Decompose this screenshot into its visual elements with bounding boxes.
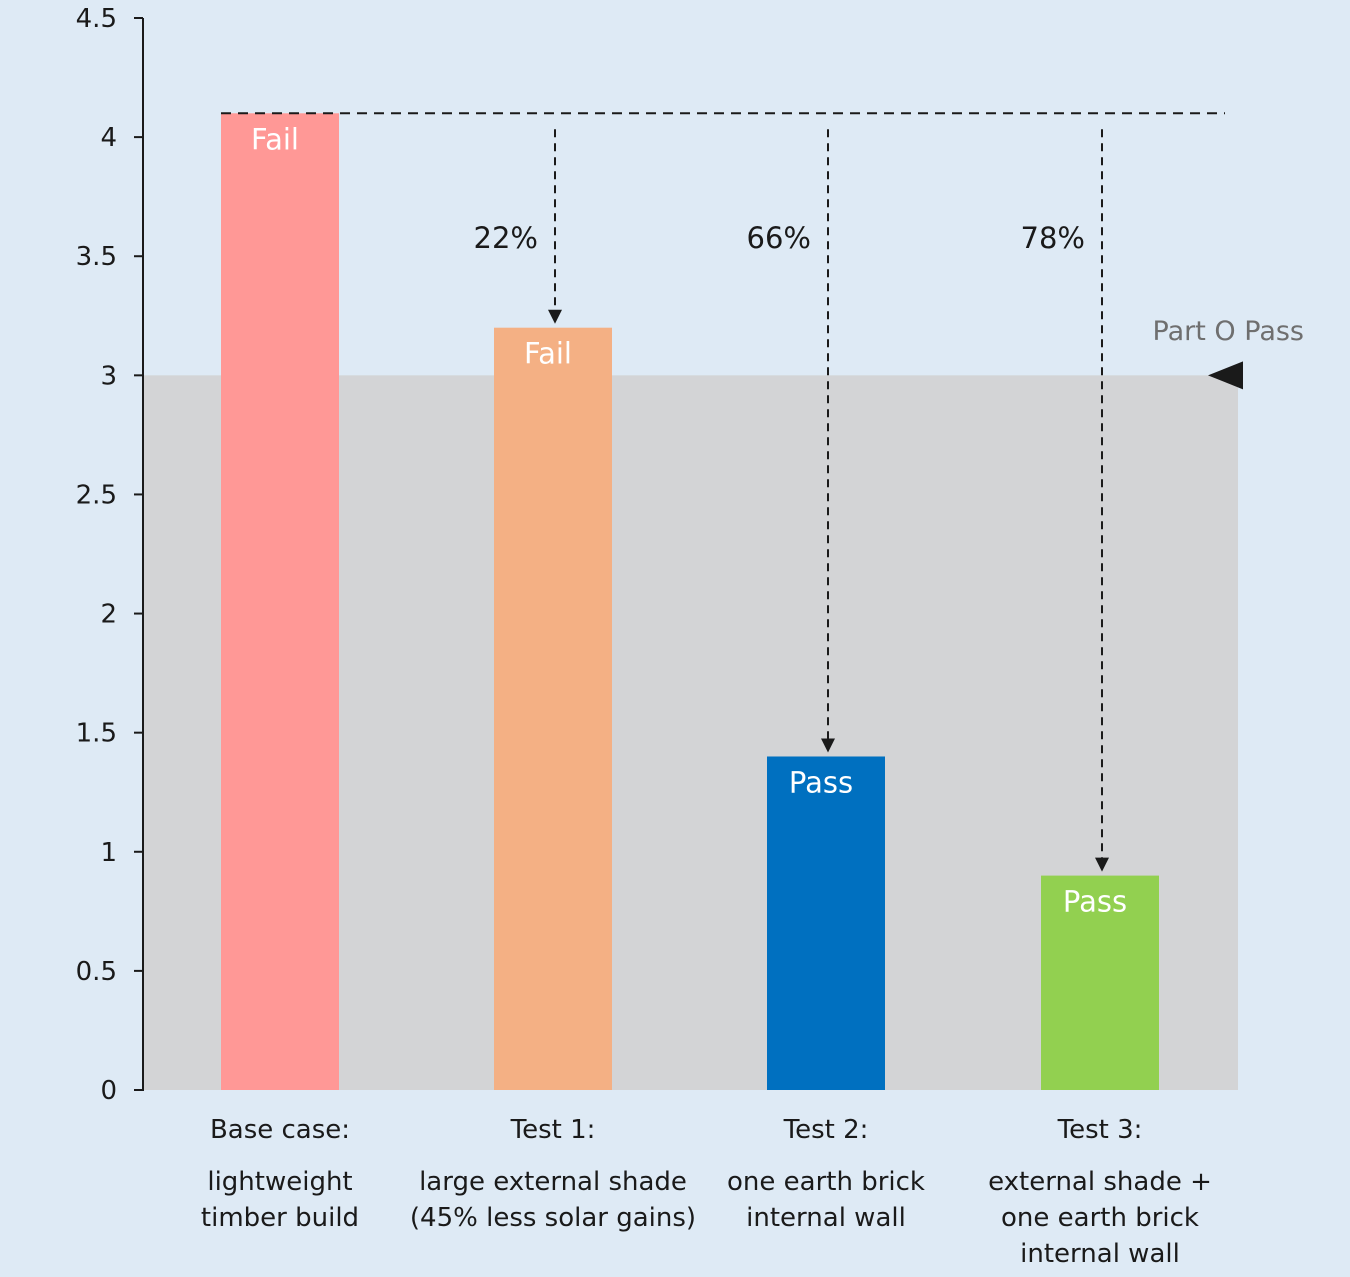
arrow-head-icon <box>548 309 562 324</box>
part-o-pass-label: Part O Pass <box>1153 316 1304 347</box>
arrow-head-icon <box>1095 857 1109 872</box>
category-description-line: large external shade <box>419 1167 687 1197</box>
category-description-line: timber build <box>201 1203 359 1233</box>
category-description-line: lightweight <box>207 1167 352 1197</box>
bar-status-label: Fail <box>251 122 299 156</box>
bars: Fail Fail Pass Pass <box>221 113 1159 1091</box>
reduction-percent-label: 78% <box>1021 221 1085 255</box>
category-labels: Base case: lightweight timber build Test 1:… <box>201 1115 1212 1269</box>
y-tick-label: 2 <box>100 600 117 630</box>
category-label: Base case: <box>210 1115 350 1145</box>
y-tick-label: 4 <box>100 123 117 153</box>
y-tick-label: 2.5 <box>76 480 117 510</box>
y-tick-label: 1.5 <box>76 719 117 749</box>
y-tick-label: 0.5 <box>76 957 117 987</box>
reduction-arrows: 22% 66% 78% <box>474 129 1109 872</box>
bar-0 <box>221 113 339 1091</box>
y-tick-label: 3.5 <box>76 242 117 272</box>
bar-status-label: Fail <box>524 337 572 371</box>
bar-status-label: Pass <box>1063 885 1127 919</box>
y-axis-ticks: 0 0.5 1 1.5 2 2.5 3 3.5 4 4.5 <box>76 4 143 1106</box>
category-description-line: one earth brick <box>727 1167 925 1197</box>
category-description-line: external shade + <box>988 1167 1212 1197</box>
category-description-line: internal wall <box>746 1203 906 1233</box>
y-tick-label: 4.5 <box>76 4 117 34</box>
category-description-line: (45% less solar gains) <box>410 1203 696 1233</box>
reduction-percent-label: 66% <box>747 221 811 255</box>
category-label: Test 3: <box>1057 1115 1143 1145</box>
category-label: Test 1: <box>510 1115 596 1145</box>
bar-2 <box>767 756 885 1090</box>
pass-marker-icon <box>1208 361 1243 390</box>
category-description-line: internal wall <box>1020 1239 1180 1269</box>
y-tick-label: 0 <box>100 1076 117 1106</box>
category-description-line: one earth brick <box>1001 1203 1199 1233</box>
bar-status-label: Pass <box>789 765 853 799</box>
bar-3 <box>1041 875 1159 1090</box>
arrow-head-icon <box>821 738 835 753</box>
reduction-percent-label: 22% <box>474 221 538 255</box>
bar-1 <box>494 327 612 1090</box>
y-tick-label: 1 <box>100 838 117 868</box>
category-label: Test 2: <box>783 1115 869 1145</box>
y-tick-label: 3 <box>100 361 117 391</box>
